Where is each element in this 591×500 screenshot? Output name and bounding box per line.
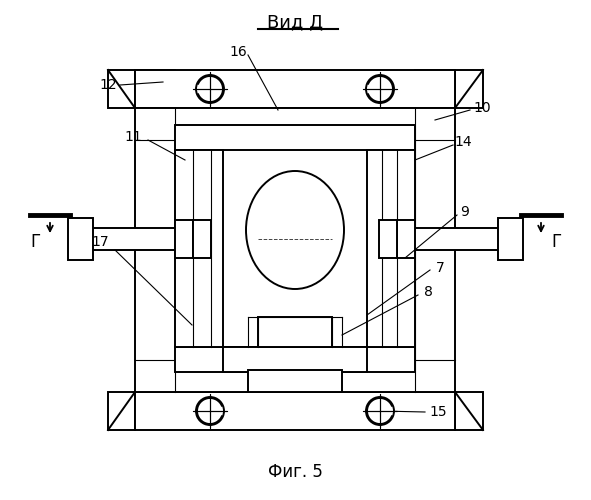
Text: 16: 16 bbox=[229, 45, 247, 59]
Bar bbox=[175, 125, 415, 150]
Ellipse shape bbox=[246, 171, 344, 289]
Text: Вид Д: Вид Д bbox=[267, 13, 323, 31]
Bar bbox=[135, 70, 455, 108]
Text: Г: Г bbox=[30, 233, 40, 251]
Text: Фиг. 5: Фиг. 5 bbox=[268, 463, 323, 481]
Bar bbox=[68, 218, 93, 260]
Polygon shape bbox=[108, 392, 135, 430]
Bar bbox=[135, 392, 455, 430]
Bar bbox=[223, 347, 367, 372]
Text: 12: 12 bbox=[99, 78, 117, 92]
Bar bbox=[175, 150, 223, 347]
Polygon shape bbox=[108, 70, 135, 108]
Circle shape bbox=[197, 76, 223, 102]
Text: 8: 8 bbox=[424, 285, 433, 299]
Bar bbox=[175, 220, 193, 258]
Bar bbox=[135, 108, 455, 392]
Bar bbox=[413, 228, 503, 250]
Text: 10: 10 bbox=[473, 101, 491, 115]
Bar bbox=[175, 347, 415, 372]
Text: 7: 7 bbox=[436, 261, 444, 275]
Circle shape bbox=[367, 76, 393, 102]
Bar bbox=[258, 317, 332, 347]
Bar bbox=[498, 218, 523, 260]
Text: 9: 9 bbox=[460, 205, 469, 219]
Bar bbox=[397, 220, 415, 258]
Bar bbox=[193, 220, 211, 258]
Polygon shape bbox=[135, 70, 175, 108]
Bar bbox=[379, 220, 397, 258]
Text: 15: 15 bbox=[429, 405, 447, 419]
Bar bbox=[367, 150, 415, 347]
Polygon shape bbox=[415, 70, 455, 108]
Circle shape bbox=[197, 398, 223, 424]
Bar bbox=[248, 370, 342, 392]
Text: Г: Г bbox=[551, 233, 561, 251]
Text: 11: 11 bbox=[124, 130, 142, 144]
Bar bbox=[88, 228, 178, 250]
Text: 14: 14 bbox=[454, 135, 472, 149]
Polygon shape bbox=[455, 70, 483, 108]
Text: 17: 17 bbox=[91, 235, 109, 249]
Polygon shape bbox=[455, 392, 483, 430]
Circle shape bbox=[367, 398, 393, 424]
